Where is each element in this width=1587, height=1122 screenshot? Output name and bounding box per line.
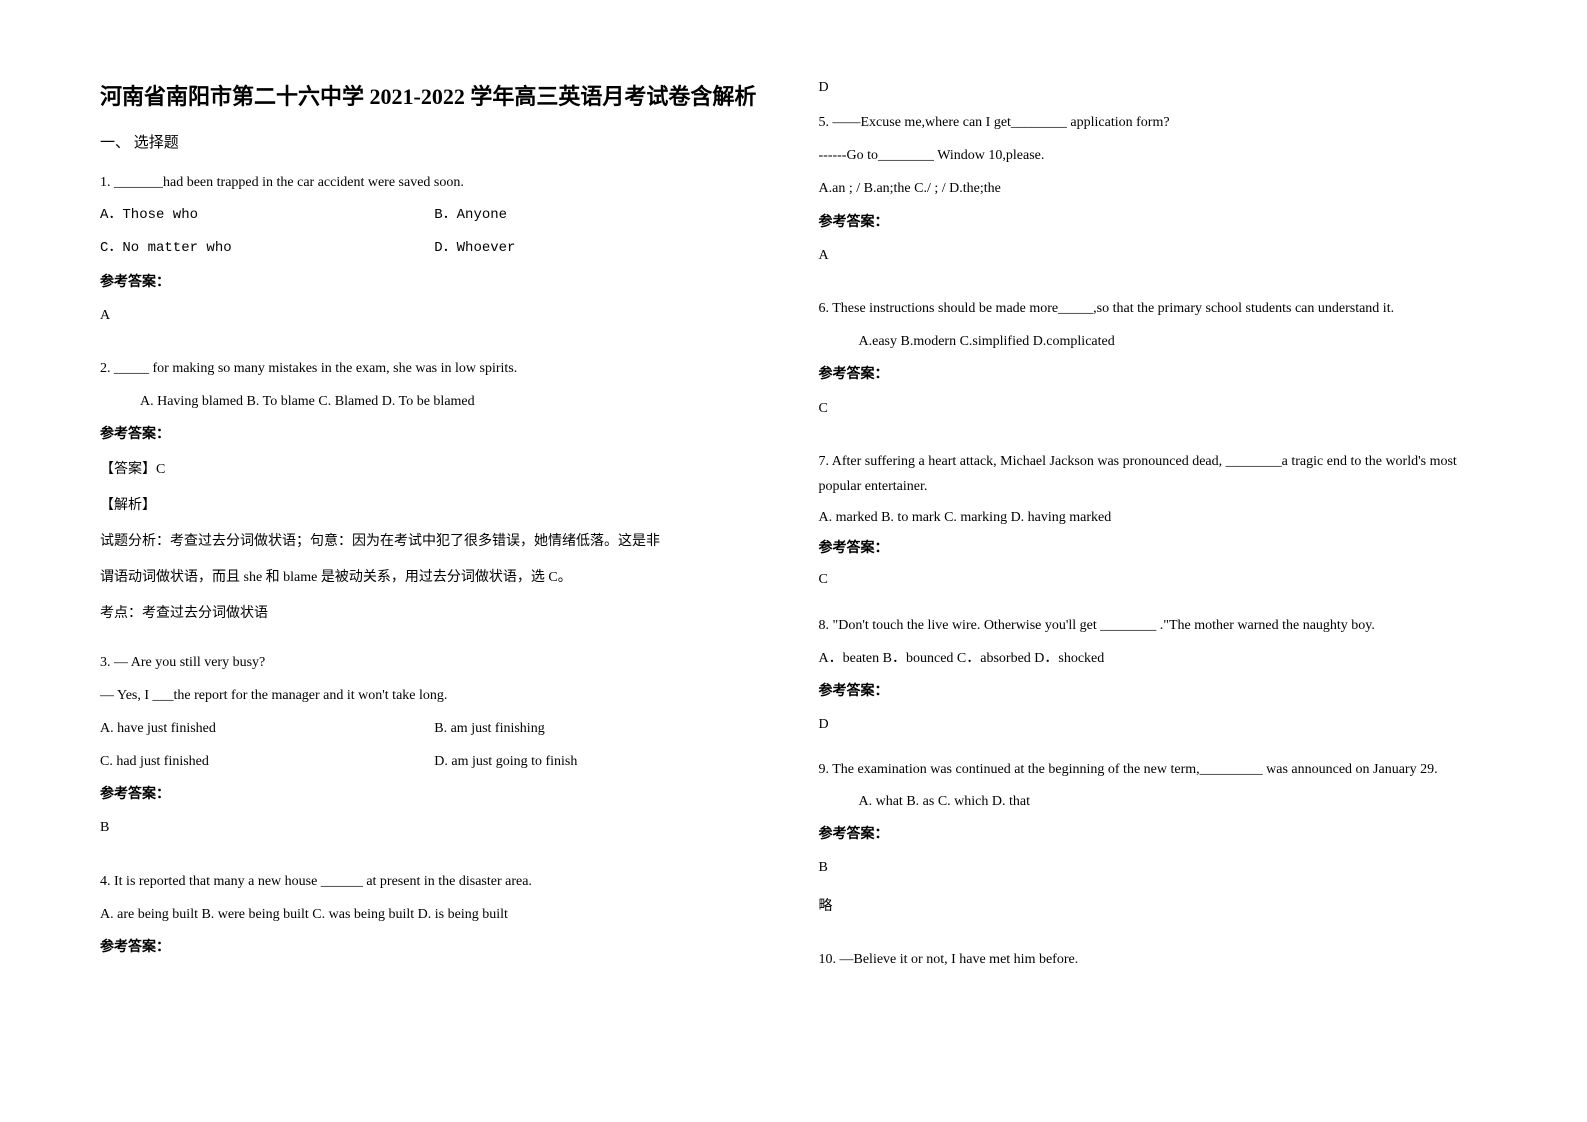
q7-ans-label: 参考答案： [819,536,1488,561]
q1-options: A．Those who B．Anyone C．No matter who D．W… [100,203,769,261]
question-2: 2. _____ for making so many mistakes in … [100,356,769,636]
q4-ans: D [819,80,1488,96]
question-4: 4. It is reported that many a new house … [100,869,769,969]
q9-text: 9. The examination was continued at the … [819,757,1488,782]
q4-ans-label: 参考答案： [100,935,769,960]
question-1: 1. _______had been trapped in the car ac… [100,170,769,342]
q2-opts: A. Having blamed B. To blame C. Blamed D… [100,389,769,414]
q3-opt-d: D. am just going to finish [434,749,768,774]
question-8: 8. "Don't touch the live wire. Otherwise… [819,613,1488,744]
q9-opts: A. what B. as C. which D. that [819,789,1488,814]
q9-note: 略 [819,894,1488,919]
question-6: 6. These instructions should be made mor… [819,296,1488,435]
exam-title: 河南省南阳市第二十六中学 2021-2022 学年高三英语月考试卷含解析 [100,80,769,113]
q2-exp5: 考点：考查过去分词做状语 [100,600,769,628]
q1-opt-b: B．Anyone [434,203,768,228]
q3-ans-label: 参考答案： [100,782,769,807]
question-7: 7. After suffering a heart attack, Micha… [819,449,1488,599]
question-10: 10. —Believe it or not, I have met him b… [819,947,1488,980]
q2-ans-label: 参考答案： [100,422,769,447]
question-5: 5. ——Excuse me,where can I get________ a… [819,110,1488,282]
q5-ans: A [819,243,1488,268]
question-9: 9. The examination was continued at the … [819,757,1488,933]
q2-exp4: 谓语动词做状语，而且 she 和 blame 是被动关系，用过去分词做状语，选 … [100,564,769,592]
q7-ans: C [819,567,1488,592]
q2-exp1: 【答案】C [100,456,769,484]
q5-opts: A.an ; / B.an;the C./ ; / D.the;the [819,176,1488,201]
q1-text: 1. _______had been trapped in the car ac… [100,170,769,195]
q8-text: 8. "Don't touch the live wire. Otherwise… [819,613,1488,638]
q5-ans-label: 参考答案： [819,210,1488,235]
q10-text: 10. —Believe it or not, I have met him b… [819,947,1488,972]
q5-line2: ------Go to________ Window 10,please. [819,143,1488,168]
q6-ans: C [819,396,1488,421]
q8-ans: D [819,712,1488,737]
section-header: 一、 选择题 [100,131,769,152]
q1-ans-label: 参考答案： [100,270,769,295]
q3-line2: — Yes, I ___the report for the manager a… [100,683,769,708]
q8-ans-label: 参考答案： [819,679,1488,704]
q3-opt-b: B. am just finishing [434,716,768,741]
q1-opt-a: A．Those who [100,203,434,228]
left-column: 河南省南阳市第二十六中学 2021-2022 学年高三英语月考试卷含解析 一、 … [100,80,769,1042]
question-3: 3. — Are you still very busy? — Yes, I _… [100,650,769,855]
q9-ans: B [819,855,1488,880]
q6-ans-label: 参考答案： [819,362,1488,387]
q5-line1: 5. ——Excuse me,where can I get________ a… [819,110,1488,135]
q7-opts: A. marked B. to mark C. marking D. havin… [819,505,1488,530]
q2-text: 2. _____ for making so many mistakes in … [100,356,769,381]
q1-opt-c: C．No matter who [100,236,434,261]
q3-opt-a: A. have just finished [100,716,434,741]
q3-ans: B [100,815,769,840]
q3-line1: 3. — Are you still very busy? [100,650,769,675]
q3-opt-c: C. had just finished [100,749,434,774]
q7-text: 7. After suffering a heart attack, Micha… [819,449,1488,499]
q4-opts: A. are being built B. were being built C… [100,902,769,927]
q8-opts: A．beaten B．bounced C．absorbed D．shocked [819,646,1488,671]
q2-exp3: 试题分析：考查过去分词做状语；句意：因为在考试中犯了很多错误，她情绪低落。这是非 [100,528,769,556]
right-column: D 5. ——Excuse me,where can I get________… [819,80,1488,1042]
q1-ans: A [100,303,769,328]
q6-text: 6. These instructions should be made mor… [819,296,1488,321]
q3-options: A. have just finished B. am just finishi… [100,716,769,774]
q9-ans-label: 参考答案： [819,822,1488,847]
q1-opt-d: D．Whoever [434,236,768,261]
q2-exp2: 【解析】 [100,492,769,520]
q4-text: 4. It is reported that many a new house … [100,869,769,894]
q6-opts: A.easy B.modern C.simplified D.complicat… [819,329,1488,354]
